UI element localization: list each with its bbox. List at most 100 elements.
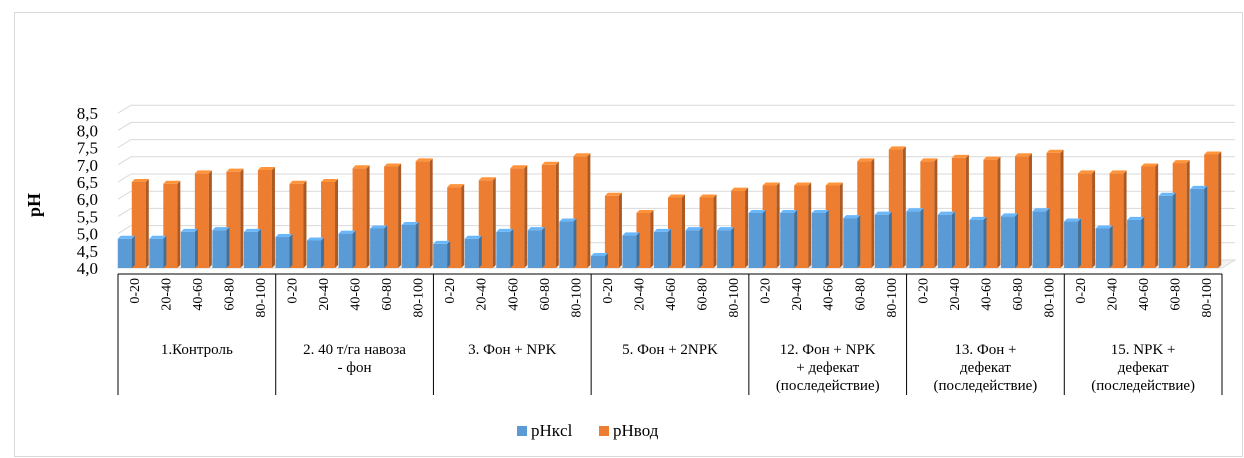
bar-phkcl-side [1141,216,1145,268]
group-label: 5. Фон + 2NPK [622,342,718,358]
bar-phkcl-front [843,218,858,268]
x-tick-label: 20-40 [948,278,963,311]
bar-phkcl [1158,192,1176,268]
bar-phvod [352,165,370,268]
bar-phkcl-top [937,211,955,215]
bar-phkcl [937,211,955,268]
bar-phvod-front [415,161,430,268]
bar-phvod [1141,163,1159,268]
bar-phvod-top [478,177,496,181]
bar-phvod-front [731,190,746,268]
bar-phkcl-top [180,228,198,232]
bar-phvod-top [857,158,875,162]
x-tick-label: 0-20 [1074,278,1089,304]
gridline-depth [117,139,132,149]
x-tick-label: 0-20 [601,278,616,304]
x-tick-label: 80-100 [569,278,584,318]
bar-phvod [573,153,591,268]
legend-label: pHкcl [531,421,573,440]
x-tick-label: 20-40 [317,278,332,311]
bar-phkcl-top [590,252,608,256]
bar-phkcl-side [951,211,955,268]
bar-phkcl [685,227,703,268]
bar-phvod [1172,160,1190,268]
bar-phvod-front [1141,166,1156,268]
gridline-depth [117,121,132,131]
bar-phvod-front [226,171,241,268]
bar-phvod [1078,170,1096,268]
bar-phvod [825,182,843,268]
bar-phvod-side [1155,163,1159,268]
bar-phvod-side [839,182,843,268]
bar-phvod-side [618,192,622,268]
group-label: 2. 40 т/га навоза [303,342,406,358]
bar-phkcl-side [131,235,135,268]
bar-phvod-side [965,154,969,268]
bar-phvod [1046,149,1064,268]
bar-phkcl-side [226,227,230,268]
bar-phvod-front [1172,163,1187,268]
group-label: + дефекат [796,360,859,376]
y-tick-label: 5,0 [77,225,98,244]
bar-phkcl [590,252,608,268]
bar-phkcl [811,209,829,268]
bar-phvod-side [398,163,402,268]
bar-phvod [541,161,559,268]
bar-phkcl-front [1190,188,1205,268]
bar-phkcl-side [699,227,703,268]
bar-phkcl-side [573,218,577,268]
bar-phkcl [1064,218,1082,268]
bar-phvod [699,194,717,268]
bar-phkcl [464,235,482,268]
gridline-depth [117,173,132,183]
bar-phvod-front [699,197,714,268]
x-tick-label: 80-100 [885,278,900,318]
bar-phvod-side [1186,160,1190,268]
bar-phkcl [748,209,766,268]
bar-phvod [289,180,307,268]
bar-phvod-top [762,182,780,186]
bar-phvod-top [1109,170,1127,174]
gridline-depth [117,104,132,114]
bar-phkcl-front [969,219,984,268]
x-tick-label: 0-20 [759,278,774,304]
bar-phvod-front [1046,152,1061,268]
legend-swatch [599,426,609,436]
x-tick-label: 20-40 [159,278,174,311]
bar-phvod [1014,153,1032,268]
bar-phkcl [559,218,577,268]
bar-phvod-side [524,165,528,268]
bar-phkcl [433,240,451,268]
bar-phvod-front [384,166,399,268]
bar-phvod-front [857,161,872,268]
bar-phkcl-front [464,238,479,268]
bar-phvod [888,146,906,268]
bar-phvod-front [352,168,367,268]
bar-phvod-side [335,179,339,268]
bar-phvod-side [745,187,749,268]
bar-phkcl-front [307,240,322,268]
bar-phkcl-top [780,209,798,213]
bar-phvod-side [650,209,654,268]
bar-phvod-front [825,185,840,268]
bar-phvod [131,179,149,268]
bar-phkcl-front [748,212,763,268]
bar-phvod-side [776,182,780,268]
bar-phvod-side [871,158,875,268]
bar-phkcl-front [496,231,511,268]
bar-phkcl-side [857,215,861,268]
bar-phkcl-side [794,209,798,268]
group-label: 3. Фон + NPK [468,342,557,358]
bar-phkcl-side [1078,218,1082,268]
bar-phvod-side [587,153,591,268]
x-tick-label: 60-80 [380,278,395,311]
bar-phkcl [622,232,640,268]
bar-phvod-front [478,180,493,268]
x-tick-label: 40-60 [191,278,206,311]
bar-phkcl-top [654,228,671,232]
y-tick-label: 7,5 [77,139,98,158]
y-tick-label: 8,0 [77,121,98,140]
x-tick-label: 60-80 [696,278,711,311]
bar-phvod-side [1218,151,1222,268]
bar-phkcl [275,234,293,268]
